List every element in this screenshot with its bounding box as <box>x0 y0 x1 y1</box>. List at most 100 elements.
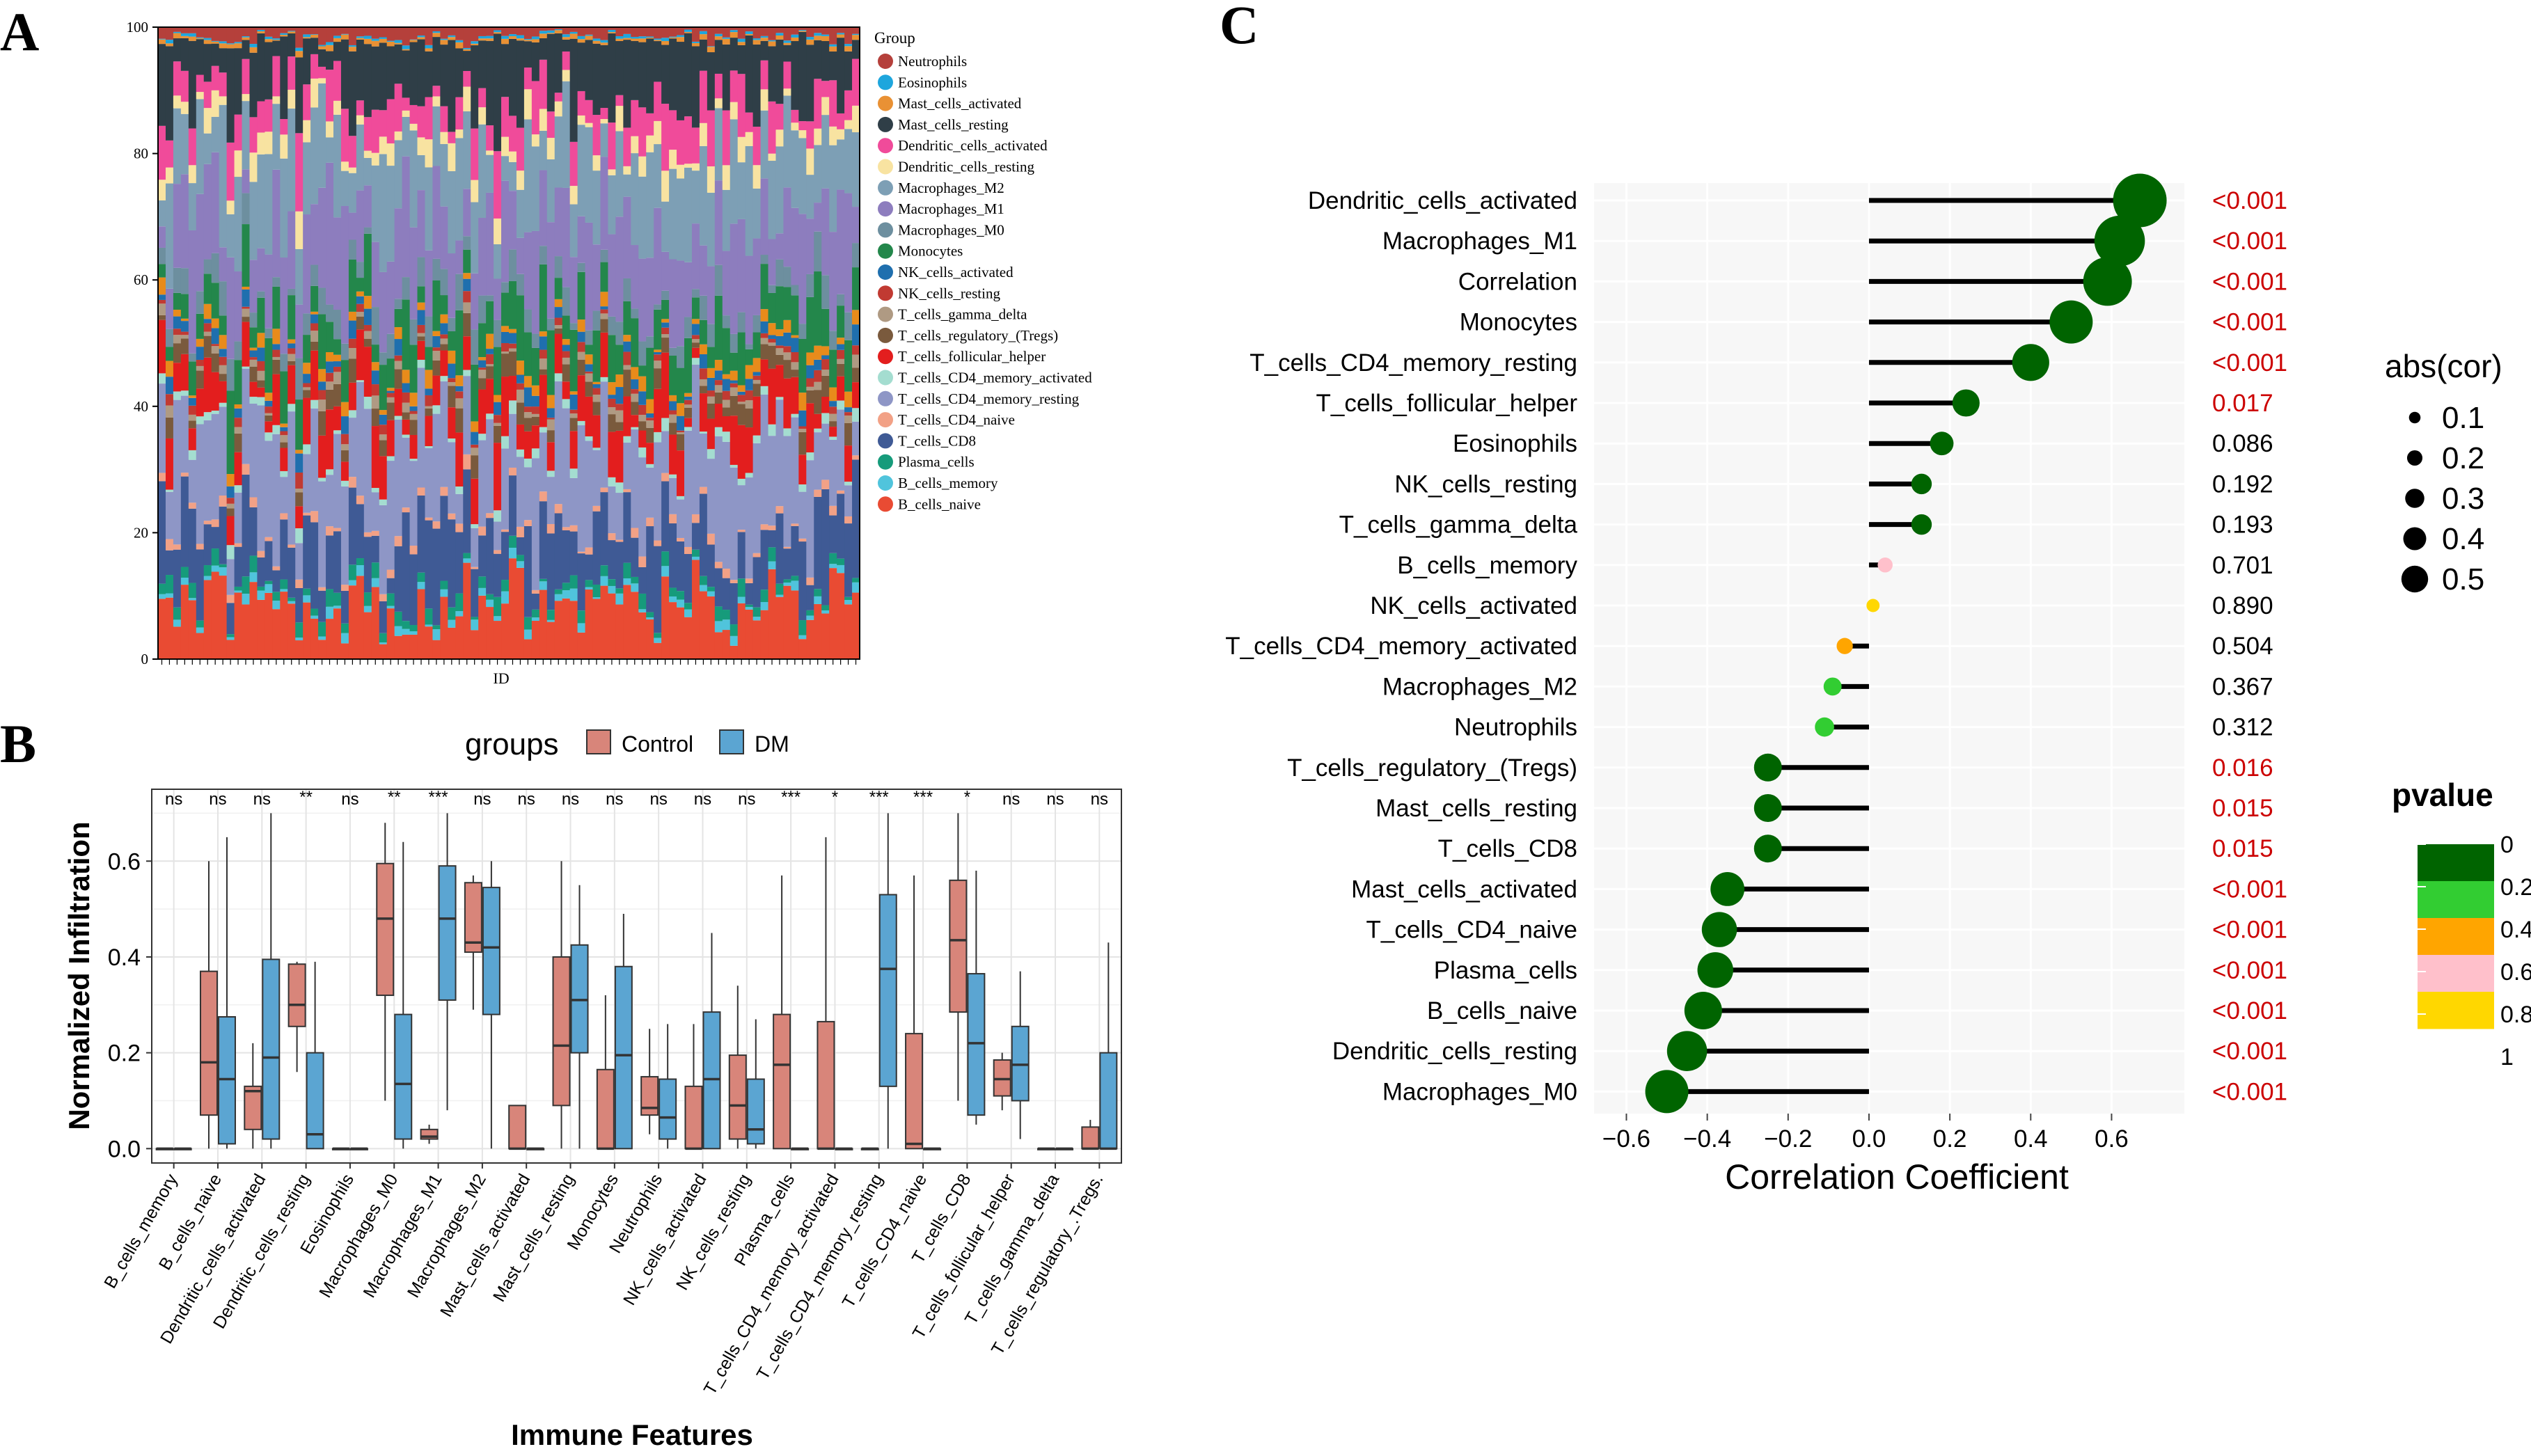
stacked-bar-segment <box>203 303 212 319</box>
stacked-bar-segment <box>455 408 464 433</box>
stacked-bar-segment <box>745 609 754 659</box>
stacked-bar-segment <box>402 50 411 98</box>
stacked-bar-segment <box>165 489 174 492</box>
stacked-bar-segment <box>295 492 303 507</box>
stacked-bar-segment <box>554 513 563 589</box>
stacked-bar-segment <box>333 61 342 101</box>
stacked-bar-segment <box>821 27 830 35</box>
stacked-bar-segment <box>295 622 303 638</box>
stacked-bar-segment <box>646 113 654 136</box>
stacked-bar-segment <box>234 418 243 427</box>
stacked-bar-segment <box>760 110 769 179</box>
box-body <box>817 1020 835 1150</box>
stacked-bar-segment <box>402 507 411 513</box>
stacked-bar-segment <box>615 541 624 589</box>
stacked-bar-segment <box>211 116 220 152</box>
row-label: Correlation <box>1458 268 1577 295</box>
stacked-bar-segment <box>562 315 571 340</box>
stacked-bar-segment <box>180 331 189 335</box>
stacked-bar-segment <box>478 218 487 296</box>
stacked-bar-segment <box>760 309 769 322</box>
stacked-bar-segment <box>852 105 860 133</box>
stacked-bar-segment <box>226 44 235 49</box>
stacked-bar-segment <box>722 374 731 379</box>
stacked-bar-segment <box>471 27 479 42</box>
stacked-bar-segment <box>379 594 388 601</box>
legend-swatch <box>878 54 893 69</box>
legend-label: NK_cells_resting <box>898 285 1000 301</box>
stacked-bar-segment <box>707 166 716 193</box>
stacked-bar-segment <box>333 434 342 528</box>
stacked-bar-segment <box>455 493 464 524</box>
stacked-bar-segment <box>188 598 197 601</box>
stacked-bar-segment <box>546 470 555 477</box>
size-legend-dot <box>2401 565 2429 593</box>
stacked-bar-segment <box>852 382 860 409</box>
stacked-bar-segment <box>752 44 762 127</box>
stacked-bar-segment <box>409 130 418 228</box>
stacked-bar-segment <box>363 537 372 593</box>
stacked-bar-segment <box>242 27 251 37</box>
stacked-bar-segment <box>837 38 845 113</box>
stacked-bar-segment <box>211 565 220 572</box>
color-legend-label: 0.4 <box>2500 917 2531 943</box>
stacked-bar-segment <box>310 408 319 512</box>
stacked-bar-segment <box>272 374 281 425</box>
stacked-bar-segment <box>821 308 830 347</box>
stacked-bar-segment <box>310 615 319 619</box>
stacked-bar-segment <box>684 262 693 317</box>
stacked-bar-segment <box>211 548 220 566</box>
stacked-bar-segment <box>631 100 639 136</box>
stacked-bar-segment <box>386 578 395 594</box>
stacked-bar-segment <box>837 27 845 33</box>
stacked-bar-segment <box>340 623 349 633</box>
stacked-bar-segment <box>852 243 860 268</box>
stacked-bar-segment <box>844 51 853 90</box>
stacked-bar-segment <box>494 616 502 622</box>
stacked-bar-segment <box>745 578 754 583</box>
stacked-bar-segment <box>577 351 586 360</box>
stacked-bar-segment <box>188 459 197 503</box>
stacked-bar-segment <box>158 299 166 304</box>
stacked-bar-segment <box>494 33 502 152</box>
stacked-bar-segment <box>242 36 251 38</box>
stacked-bar-segment <box>837 338 845 345</box>
stacked-bar-segment <box>631 393 639 402</box>
stacked-bar-segment <box>760 344 769 360</box>
stacked-bar-segment <box>562 351 571 358</box>
stacked-bar-segment <box>516 389 525 403</box>
stacked-bar-segment <box>455 611 464 617</box>
stacked-bar-segment <box>310 285 319 312</box>
stacked-bar-segment <box>509 413 517 468</box>
stacked-bar-segment <box>265 338 273 393</box>
stacked-bar-segment <box>623 578 631 585</box>
stacked-bar-segment <box>386 358 395 388</box>
stacked-bar-segment <box>554 30 563 33</box>
stacked-bar-segment <box>219 402 228 407</box>
stacked-bar-segment <box>211 253 220 283</box>
row-label: Neutrophils <box>1454 714 1577 741</box>
stacked-bar-segment <box>180 577 189 585</box>
stacked-bar-segment <box>600 487 609 493</box>
stacked-bar-segment <box>714 632 723 659</box>
pvalue-label: 0.701 <box>2212 552 2273 579</box>
stacked-bar-segment <box>783 45 791 62</box>
stacked-bar-segment <box>661 45 670 104</box>
stacked-bar-segment <box>760 255 769 264</box>
stacked-bar-segment <box>173 184 182 268</box>
stacked-bar-segment <box>180 70 189 102</box>
stacked-bar-segment <box>448 317 456 331</box>
box <box>860 1147 879 1150</box>
stacked-bar-segment <box>440 323 448 335</box>
stacked-bar-segment <box>821 40 830 81</box>
stacked-bar-segment <box>837 564 845 573</box>
stacked-bar-segment <box>219 27 228 42</box>
stacked-bar-segment <box>363 227 372 234</box>
stacked-bar-segment <box>280 33 288 35</box>
stacked-bar-segment <box>455 486 464 494</box>
stacked-bar-segment <box>775 104 784 130</box>
stacked-bar-segment <box>478 595 487 659</box>
stacked-bar-segment <box>737 404 746 425</box>
stacked-bar-segment <box>539 432 548 492</box>
